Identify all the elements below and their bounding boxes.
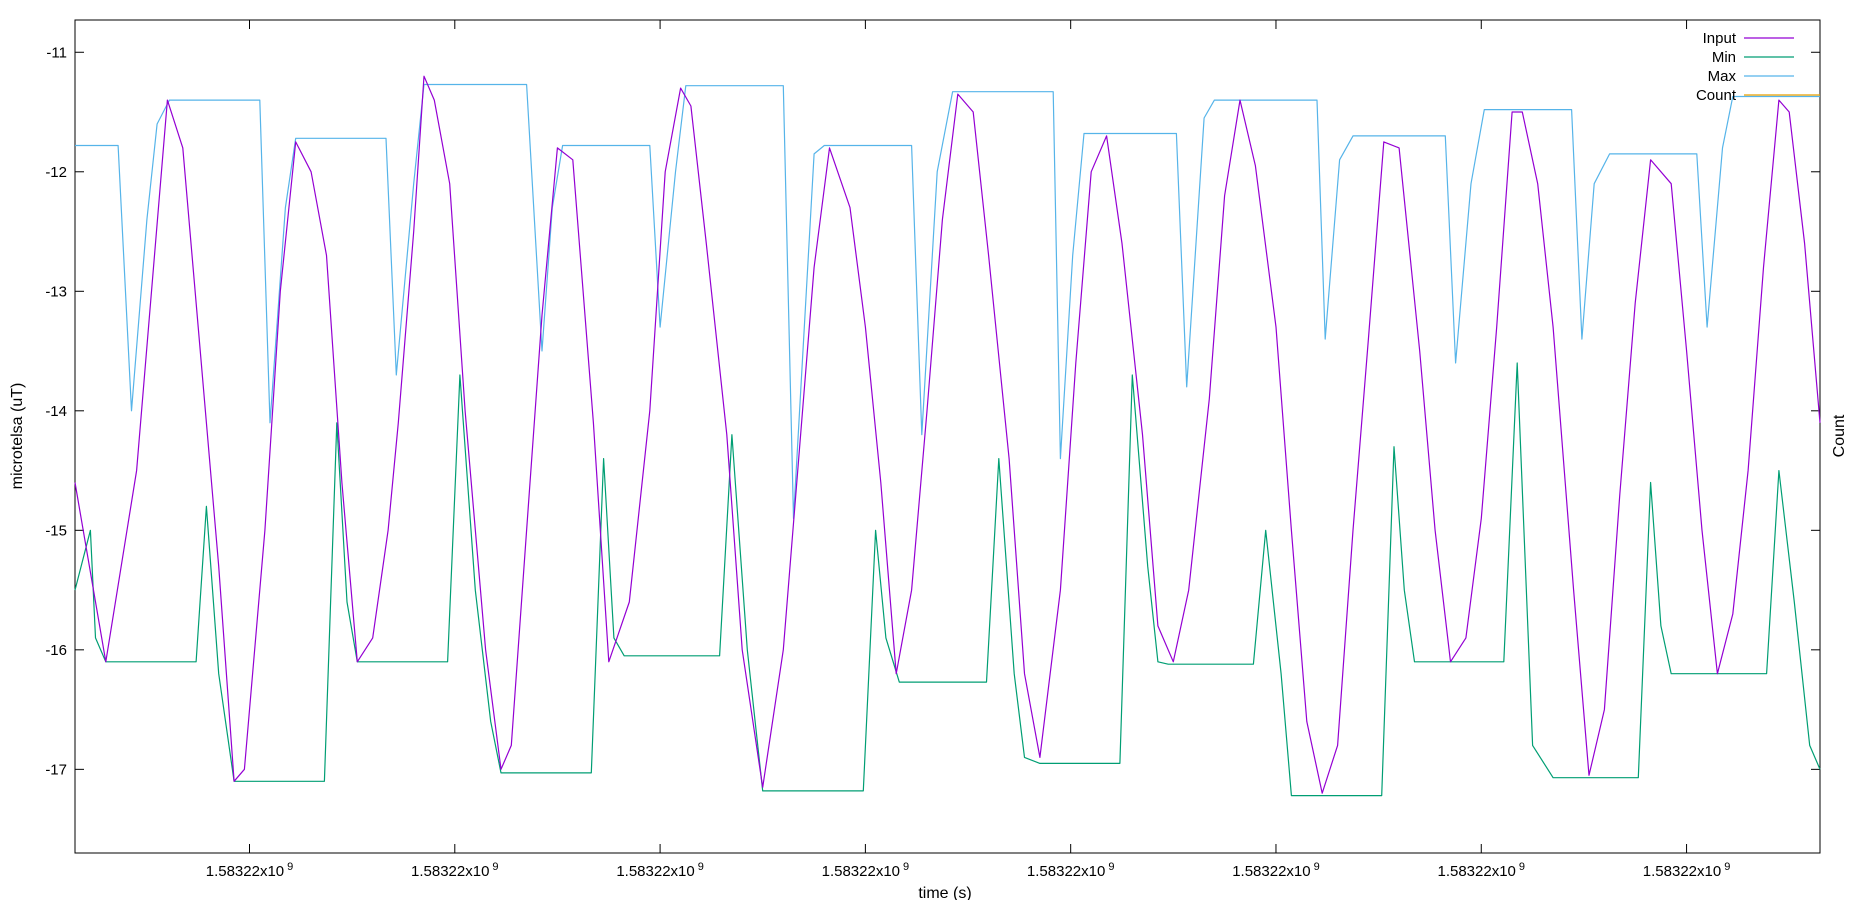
- legend-label-min: Min: [1712, 49, 1736, 66]
- x-tick-label: 1.58322x10 9: [1232, 861, 1320, 880]
- x-tick-label: 1.58322x10 9: [206, 861, 294, 880]
- series-line-input: [74, 75, 1821, 794]
- x-tick-label: 1.58322x10 9: [1643, 861, 1731, 880]
- legend-label-input: Input: [1703, 30, 1737, 47]
- x-tick-label: 1.58322x10 9: [616, 861, 704, 880]
- x-tick-label: 1.58322x10 9: [411, 861, 499, 880]
- x-tick-label: 1.58322x10 9: [1027, 861, 1115, 880]
- x-tick-label: 1.58322x10 9: [822, 861, 910, 880]
- legend: Input Min Max Count: [1696, 30, 1820, 104]
- y-tick-label: -15: [45, 522, 67, 539]
- x-axis-ticks: 1.58322x10 9 1.58322x10 9 1.58322x10 9 1.58322…: [206, 20, 1731, 880]
- series-line-min: [74, 362, 1821, 797]
- plot-frame: [74, 19, 1821, 854]
- y-tick-label: -13: [45, 283, 67, 300]
- legend-label-count: Count: [1696, 87, 1737, 104]
- y-tick-label: -11: [46, 44, 67, 61]
- y-tick-label: -17: [45, 761, 67, 778]
- y-axis-label: microtelsa (uT): [9, 383, 26, 490]
- x-tick-label: 1.58322x10 9: [1437, 861, 1525, 880]
- series-layer: [74, 75, 1821, 797]
- y-tick-label: -14: [45, 403, 67, 420]
- y2-axis-label: Count: [1831, 414, 1848, 457]
- legend-label-max: Max: [1708, 68, 1737, 85]
- series-line-max: [75, 83, 1820, 520]
- x-axis-label: time (s): [918, 885, 971, 900]
- y-tick-label: -16: [45, 642, 67, 659]
- y-axis-ticks: -11 -12 -13 -14 -15 -16 -17: [45, 44, 1820, 778]
- y-tick-label: -12: [45, 164, 67, 181]
